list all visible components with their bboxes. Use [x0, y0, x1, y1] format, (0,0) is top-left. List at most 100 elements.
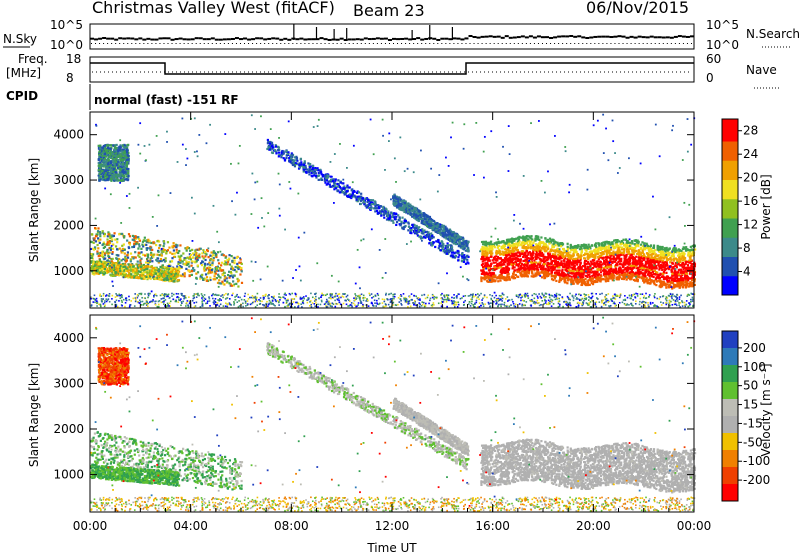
data-cell: [99, 272, 101, 274]
data-cell: [383, 217, 385, 219]
data-cell: [358, 191, 360, 193]
data-cell: [216, 267, 218, 269]
data-cell: [287, 153, 289, 155]
data-cell: [91, 233, 93, 235]
search-mark: [385, 43, 386, 44]
data-cell: [431, 235, 433, 237]
noise-mark: [630, 36, 634, 38]
data-cell: [106, 144, 108, 146]
data-cell: [330, 179, 332, 181]
data-cell: [168, 274, 170, 276]
noise-mark: [416, 37, 420, 39]
data-cell: [197, 264, 199, 266]
data-cell: [98, 240, 100, 242]
noise-mark: [138, 37, 142, 39]
data-cell: [411, 224, 413, 226]
noise-mark: [110, 38, 114, 40]
data-cell: [453, 242, 455, 244]
data-cell: [407, 221, 409, 223]
data-cell: [122, 251, 124, 253]
noise-mark: [617, 35, 621, 37]
data-cell: [445, 228, 447, 230]
data-cell: [110, 157, 112, 159]
data-cell: [106, 176, 108, 178]
data-cell: [271, 145, 273, 147]
search-mark: [236, 43, 237, 44]
data-cell: [441, 240, 443, 242]
data-cell: [333, 188, 335, 190]
noise-mark: [368, 38, 372, 40]
search-mark: [115, 43, 116, 44]
noise-mark: [376, 37, 380, 39]
search-mark: [296, 43, 297, 44]
data-cell: [92, 263, 94, 265]
data-cell: [449, 236, 451, 238]
data-cell: [433, 241, 435, 243]
data-cell: [121, 245, 123, 247]
data-cell: [122, 169, 124, 171]
noise-mark: [650, 36, 654, 38]
noise-mark: [533, 37, 537, 39]
noise-mark: [360, 39, 364, 41]
data-cell: [94, 246, 96, 248]
data-cell: [376, 210, 378, 212]
data-cell: [113, 174, 115, 176]
data-cell: [442, 232, 444, 234]
noise-mark: [448, 38, 452, 40]
search-mark: [594, 43, 595, 44]
data-cell: [98, 164, 100, 166]
data-cell: [320, 171, 322, 173]
data-cell: [502, 261, 504, 263]
data-cell: [107, 233, 109, 235]
noise-mark: [553, 36, 557, 38]
data-cell: [176, 275, 178, 277]
search-mark: [490, 43, 491, 44]
data-cell: [408, 226, 410, 228]
data-cell: [110, 161, 112, 163]
search-mark: [353, 43, 354, 44]
data-cell: [159, 244, 161, 246]
data-cell: [115, 147, 117, 149]
data-cell: [138, 270, 140, 272]
search-mark: [514, 43, 515, 44]
data-cell: [104, 262, 106, 264]
search-mark: [635, 43, 636, 44]
data-cell: [140, 251, 142, 253]
data-cell: [449, 250, 451, 252]
data-cell: [426, 215, 428, 217]
data-cell: [184, 275, 186, 277]
data-cell: [277, 146, 279, 148]
data-cell: [385, 208, 387, 210]
data-cell: [440, 234, 442, 236]
data-cell: [360, 203, 362, 205]
data-cell: [138, 256, 140, 258]
data-cell: [150, 278, 152, 280]
data-cell: [116, 248, 118, 250]
data-cell: [192, 267, 194, 269]
data-cell: [404, 202, 406, 204]
noise-mark: [243, 37, 247, 39]
noise-mark: [356, 38, 360, 40]
data-cell: [403, 211, 405, 213]
data-cell: [452, 231, 454, 233]
search-mark: [135, 43, 136, 44]
data-cell: [205, 273, 207, 275]
data-cell: [104, 268, 106, 270]
data-cell: [280, 151, 282, 153]
noise-mark: [642, 36, 646, 38]
search-mark: [461, 43, 462, 44]
data-cell: [126, 161, 128, 163]
data-cell: [151, 260, 153, 262]
search-mark: [586, 43, 587, 44]
noise-mark: [666, 36, 670, 38]
data-cell: [126, 275, 128, 277]
noise-mark: [279, 39, 283, 41]
search-mark: [691, 43, 692, 44]
data-cell: [114, 155, 116, 157]
data-cell: [303, 167, 305, 169]
data-cell: [112, 160, 114, 162]
data-cell: [171, 257, 173, 259]
data-cell: [451, 246, 453, 248]
